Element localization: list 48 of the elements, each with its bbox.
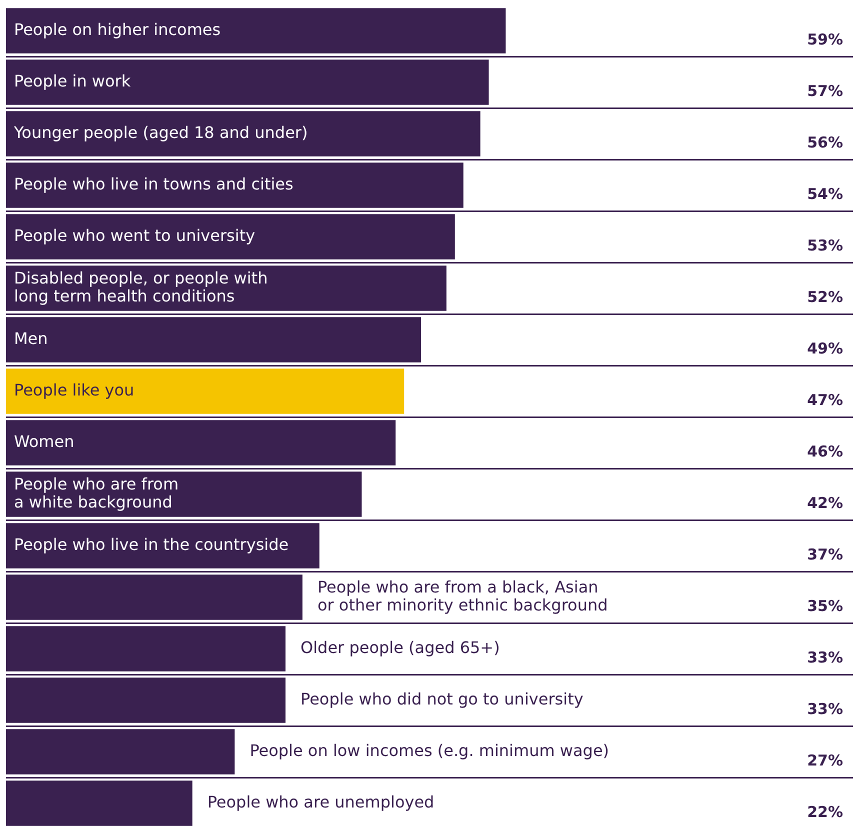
data-label: 53% [807, 236, 843, 255]
data-label: 37% [807, 546, 843, 564]
data-label: 47% [807, 391, 843, 410]
data-label: 35% [807, 597, 843, 616]
y-tick-label: People who went to university [14, 226, 256, 245]
y-tick-label: Men [14, 328, 48, 348]
data-label: 59% [807, 30, 843, 49]
bar [6, 574, 302, 620]
bar [6, 729, 235, 774]
y-tick-label: Women [14, 432, 74, 451]
bar [6, 780, 192, 826]
data-label: 46% [807, 442, 843, 461]
y-tick-label: People who did not go to university [300, 689, 584, 708]
data-label: 52% [807, 288, 843, 306]
data-label: 27% [807, 752, 843, 770]
y-tick-label: Older people (aged 65+) [300, 638, 500, 657]
bar [6, 8, 506, 54]
bar [6, 162, 464, 208]
data-label: 33% [807, 700, 843, 718]
y-tick-label: Disabled people, or people with long term health conditions [14, 268, 268, 306]
bar [6, 420, 396, 466]
bar [6, 523, 320, 568]
y-tick-label: People on higher incomes [14, 20, 221, 39]
data-label: 22% [807, 803, 843, 822]
y-tick-label: People like you [14, 380, 134, 400]
data-label: 54% [807, 185, 843, 204]
data-label: 42% [807, 494, 843, 512]
bar [6, 317, 422, 362]
bar [6, 111, 480, 156]
bar [6, 368, 404, 414]
y-tick-label: People who are from a white background [14, 474, 179, 512]
data-label: 57% [807, 82, 843, 100]
y-tick-label: Younger people (aged 18 and under) [13, 122, 308, 142]
y-tick-label: People who live in the countryside [14, 534, 289, 554]
bar [6, 214, 455, 260]
bar [6, 626, 286, 672]
bar [6, 60, 489, 105]
y-tick-label: People who live in towns and cities [14, 174, 294, 194]
y-tick-label: People on low incomes (e.g. minimum wage) [250, 740, 610, 760]
y-tick-label: People in work [14, 71, 132, 90]
bar [6, 472, 362, 517]
data-label: 56% [807, 134, 843, 152]
data-label: 33% [807, 648, 843, 667]
data-label: 49% [807, 340, 843, 358]
y-tick-label: People who are from a black, Asian or other minority ethnic background [317, 577, 608, 614]
bar [6, 678, 286, 723]
bar [6, 266, 446, 311]
y-tick-label: People who are unemployed [207, 792, 434, 812]
